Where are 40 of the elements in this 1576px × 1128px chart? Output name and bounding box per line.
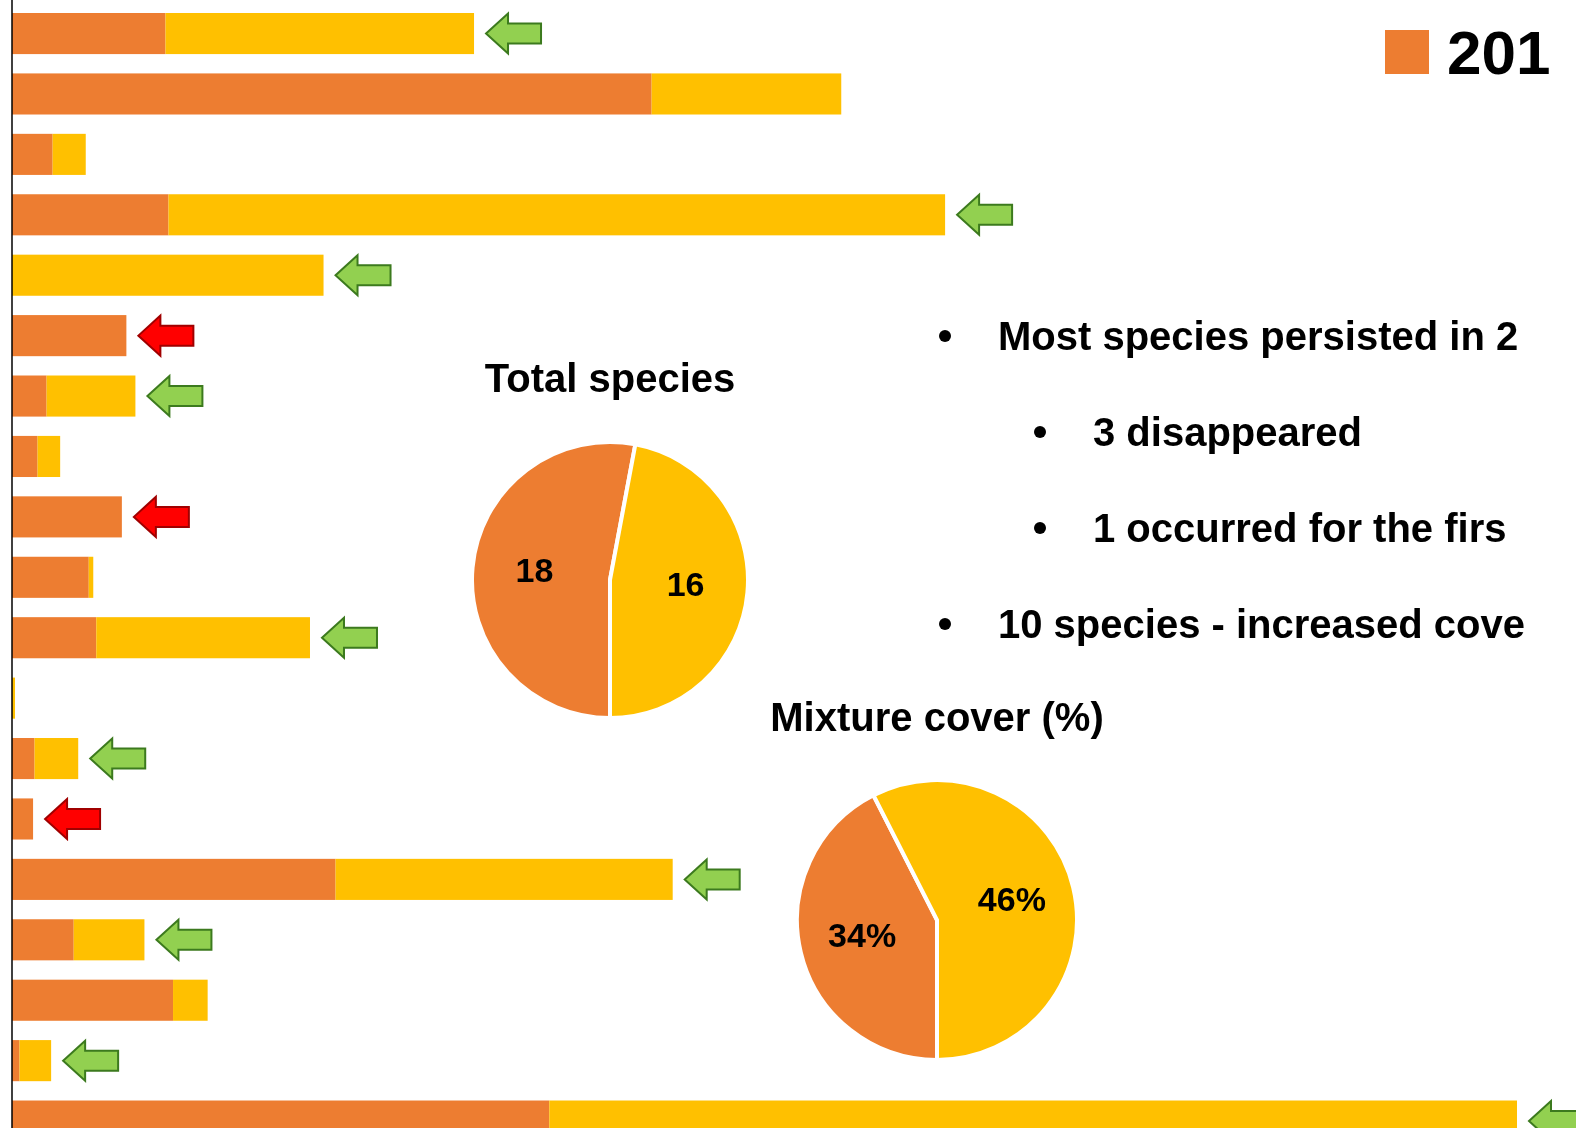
bar xyxy=(12,315,127,357)
bar xyxy=(12,375,47,417)
bar xyxy=(12,1040,20,1082)
bar xyxy=(52,133,86,175)
bar xyxy=(12,133,53,175)
bar xyxy=(12,73,652,115)
bar xyxy=(96,617,310,659)
bar xyxy=(19,1040,52,1082)
annotation: Most species persisted in 2 xyxy=(998,314,1519,358)
bar xyxy=(12,798,34,840)
bar xyxy=(12,13,166,55)
data-label: 34% xyxy=(828,915,897,954)
bar xyxy=(34,738,79,780)
bar xyxy=(46,375,136,417)
bar xyxy=(12,979,174,1021)
bar xyxy=(12,556,89,598)
bar xyxy=(168,194,946,236)
data-label: 18 xyxy=(515,550,554,589)
bar xyxy=(335,858,673,900)
data-label: 46% xyxy=(977,880,1046,919)
bar xyxy=(173,979,208,1021)
bar xyxy=(12,496,122,538)
bar xyxy=(12,919,74,961)
bar xyxy=(12,254,324,296)
bar xyxy=(12,435,38,478)
legend-label: 201 xyxy=(1447,18,1551,87)
bar xyxy=(12,858,336,900)
data-label: 16 xyxy=(666,564,705,603)
bar xyxy=(12,194,169,236)
bar xyxy=(73,919,145,961)
bar xyxy=(12,617,97,659)
annotation: 1 occurred for the firs xyxy=(1093,506,1507,550)
chart-title: Mixture cover (%) xyxy=(770,695,1104,739)
chart-title: Total species xyxy=(484,356,736,400)
bar xyxy=(651,73,842,115)
bar xyxy=(37,435,61,478)
annotation: 10 species - increased cove xyxy=(998,602,1525,646)
annotation: 3 disappeared xyxy=(1093,410,1363,454)
bar xyxy=(12,738,35,780)
bar xyxy=(165,13,475,55)
